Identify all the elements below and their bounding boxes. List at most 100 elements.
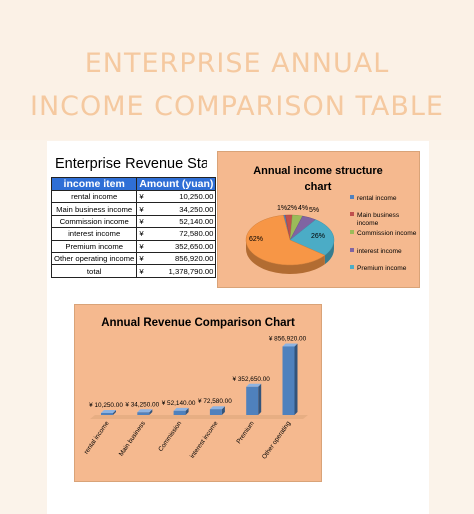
legend-swatch xyxy=(350,248,354,252)
currency-symbol: ¥ xyxy=(139,254,144,264)
bar-category-label: rental income xyxy=(83,420,111,456)
table-row[interactable]: rental income ¥10,250.00 xyxy=(50,189,217,204)
legend-swatch xyxy=(350,230,354,234)
table-row[interactable]: Commission income ¥52,140.00 xyxy=(50,214,217,229)
legend-entry[interactable]: rental income xyxy=(357,195,397,202)
bar-data-label: ¥ 856,920.00 xyxy=(269,335,307,342)
legend-entry[interactable]: Commission income xyxy=(357,230,417,237)
page-title-line-1: ENTERPRISE ANNUAL xyxy=(84,48,390,79)
bar-top xyxy=(282,343,298,347)
pie-chart-panel[interactable]: Annual income structure chart 1% 2% 4% 5% 26% 6… xyxy=(217,151,420,288)
bar-chart: Annual Revenue Comparison Chart ¥ 10,250.… xyxy=(83,317,308,461)
table-row[interactable]: total ¥1,378,790.00 xyxy=(50,264,217,278)
table-row[interactable]: Premium income ¥352,650.00 xyxy=(50,239,217,253)
bar-data-label: ¥ 10,250.00 xyxy=(89,402,123,409)
page-title-line-2: INCOME COMPARISON TABLE xyxy=(29,91,444,122)
table-row[interactable]: interest income ¥72,580.00 xyxy=(50,227,217,241)
cell-income-item[interactable]: Premium income xyxy=(50,239,138,253)
table-header-row: income item Amount (yuan) xyxy=(50,177,217,191)
currency-symbol: ¥ xyxy=(139,192,144,202)
revenue-table: income item Amount (yuan) rental income ¥… xyxy=(50,177,217,278)
legend-entry[interactable]: interest income xyxy=(357,248,402,255)
amount-value: 1,378,790.00 xyxy=(168,266,214,276)
amount-value: 10,250.00 xyxy=(179,192,214,202)
cell-income-item[interactable]: rental income xyxy=(50,189,138,204)
pie-data-label: 2% xyxy=(287,205,297,212)
pie-chart: Annual income structure chart 1% 2% 4% 5% 26% 6… xyxy=(245,165,417,274)
pie-slice[interactable] xyxy=(245,215,326,266)
legend-entry[interactable]: Premium income xyxy=(357,265,407,272)
bar-chart-floor xyxy=(90,415,308,419)
cell-amount[interactable]: ¥352,650.00 xyxy=(136,239,217,253)
cell-income-item[interactable]: Commission income xyxy=(50,214,138,229)
cell-amount[interactable]: ¥10,250.00 xyxy=(136,189,217,204)
bar-top xyxy=(209,406,225,410)
bar-top xyxy=(137,409,153,413)
cell-income-item[interactable]: Main business income xyxy=(50,202,138,216)
column-header-item[interactable]: income item xyxy=(50,177,138,191)
bar-category-label: Commission xyxy=(157,420,183,453)
pie-data-label: 26% xyxy=(311,233,325,240)
bar-side xyxy=(294,343,298,415)
amount-value: 52,140.00 xyxy=(179,216,214,226)
pie-slice-side xyxy=(246,240,325,274)
bar-chart-panel[interactable]: Annual Revenue Comparison Chart ¥ 10,250.… xyxy=(74,304,322,482)
pie-chart-title-line-1: Annual income structure xyxy=(253,165,383,177)
bar[interactable] xyxy=(137,412,150,415)
bar-side xyxy=(185,407,189,415)
bar-top xyxy=(173,407,189,411)
bar[interactable] xyxy=(209,409,222,415)
table-row[interactable]: Main business income ¥34,250.00 xyxy=(50,202,217,216)
bar-side xyxy=(149,409,153,415)
table-title: Enterprise Revenue Statistics xyxy=(55,156,207,172)
column-header-amount[interactable]: Amount (yuan) xyxy=(136,177,217,191)
currency-symbol: ¥ xyxy=(139,204,144,214)
legend-swatch xyxy=(350,212,354,216)
amount-value: 34,250.00 xyxy=(179,204,214,214)
table-row[interactable]: Other operating income ¥856,920.00 xyxy=(50,251,217,266)
bar[interactable] xyxy=(282,346,295,415)
pie-slice-side xyxy=(324,240,334,265)
bar-data-label: ¥ 34,250.00 xyxy=(125,401,159,408)
bar-category-label: Main business xyxy=(118,420,147,457)
bar-side xyxy=(221,406,225,415)
cell-amount[interactable]: ¥1,378,790.00 xyxy=(136,264,217,278)
pie-chart-title-line-2: chart xyxy=(305,181,332,193)
bar-data-label: ¥ 352,650.00 xyxy=(233,376,271,383)
bar-category-label: interest income xyxy=(189,420,220,460)
title-banner: ENTERPRISE ANNUAL INCOME COMPARISON TABL… xyxy=(0,0,474,140)
legend-swatch xyxy=(350,265,354,269)
currency-symbol: ¥ xyxy=(139,216,144,226)
currency-symbol: ¥ xyxy=(139,229,144,239)
pie-data-label: 5% xyxy=(309,207,319,214)
bar-top xyxy=(246,383,262,387)
legend-swatch xyxy=(350,195,354,199)
cell-amount[interactable]: ¥52,140.00 xyxy=(136,214,217,229)
bar-chart-title: Annual Revenue Comparison Chart xyxy=(101,317,295,329)
cell-income-item[interactable]: interest income xyxy=(50,227,138,241)
amount-value: 856,920.00 xyxy=(174,254,214,264)
pie-data-label: 1% xyxy=(277,205,287,212)
pie-data-label: 62% xyxy=(249,236,263,243)
bar-category-label: Premium xyxy=(235,420,255,445)
bar-side xyxy=(258,383,262,415)
bar[interactable] xyxy=(173,410,186,415)
bar-side xyxy=(113,410,116,415)
amount-value: 352,650.00 xyxy=(174,241,214,251)
cell-income-item[interactable]: total xyxy=(50,264,138,278)
currency-symbol: ¥ xyxy=(139,266,144,276)
bar[interactable] xyxy=(246,386,259,415)
cell-amount[interactable]: ¥72,580.00 xyxy=(136,227,217,241)
bar-category-label: Other operating xyxy=(261,420,292,461)
bar[interactable] xyxy=(101,413,113,415)
cell-amount[interactable]: ¥856,920.00 xyxy=(136,251,217,266)
bar-data-label: ¥ 72,580.00 xyxy=(198,398,232,405)
bar-data-label: ¥ 52,140.00 xyxy=(162,400,196,407)
bar-top xyxy=(101,410,116,413)
pie-data-label: 4% xyxy=(298,205,308,212)
cell-amount[interactable]: ¥34,250.00 xyxy=(136,202,217,216)
legend-entry[interactable]: Main business income xyxy=(357,212,400,227)
pie-slice[interactable] xyxy=(289,219,335,256)
cell-income-item[interactable]: Other operating income xyxy=(50,251,138,266)
currency-symbol: ¥ xyxy=(139,241,144,251)
